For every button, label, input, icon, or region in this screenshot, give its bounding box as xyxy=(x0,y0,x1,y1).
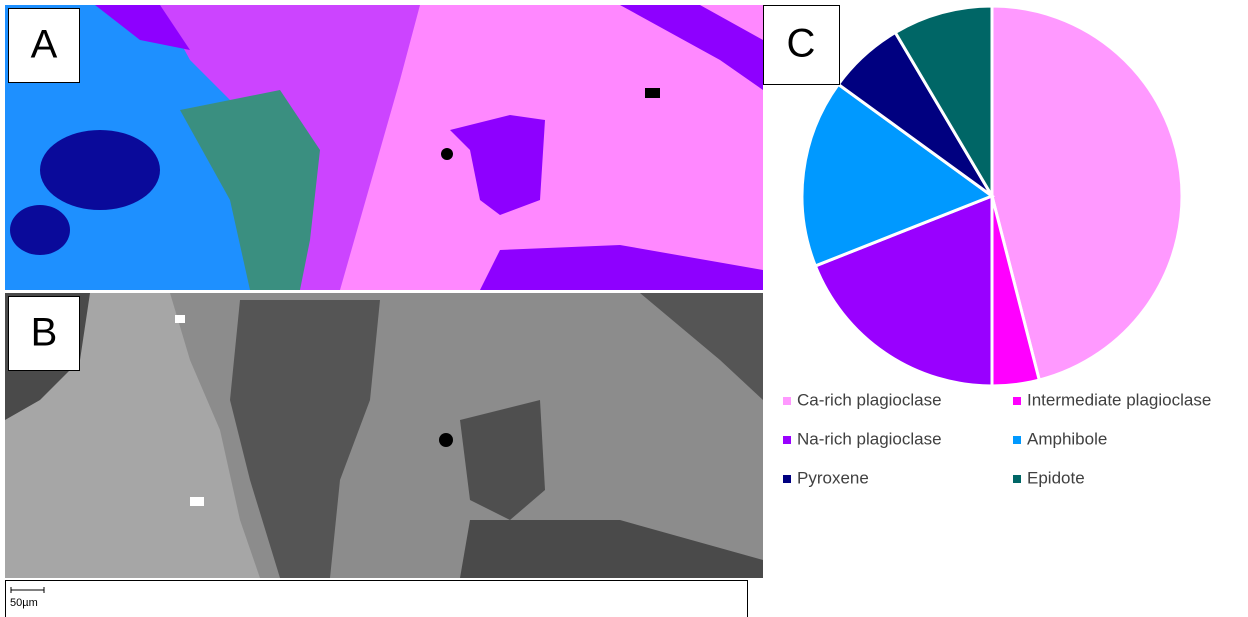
panel-label: B xyxy=(31,311,58,355)
legend-label: Intermediate plagioclase xyxy=(1027,390,1211,409)
legend-swatch xyxy=(783,436,791,444)
legend-swatch xyxy=(1013,475,1021,483)
phase-map xyxy=(5,5,763,290)
panel-label: A xyxy=(31,23,58,67)
legend-label: Pyroxene xyxy=(797,468,869,487)
legend-label: Na-rich plagioclase xyxy=(797,429,942,448)
legend-swatch xyxy=(783,475,791,483)
scale-box xyxy=(6,581,748,617)
legend-label: Epidote xyxy=(1027,468,1085,487)
pie-chart: Ca-rich plagioclase Intermediate plagiocl… xyxy=(783,6,1211,487)
legend-label: Amphibole xyxy=(1027,429,1107,448)
legend-swatch xyxy=(783,397,791,405)
legend-swatch xyxy=(1013,436,1021,444)
legend-label: Ca-rich plagioclase xyxy=(797,390,942,409)
figure: 50µm A B Ca-rich plagioclase Intermediate… xyxy=(0,0,1248,617)
panel-label: C xyxy=(787,22,816,66)
scale-label: 50µm xyxy=(10,597,38,609)
bse-image xyxy=(5,293,763,578)
legend-swatch xyxy=(1013,397,1021,405)
page: 50µm A B Ca-rich plagioclase Intermediate… xyxy=(0,0,1248,617)
